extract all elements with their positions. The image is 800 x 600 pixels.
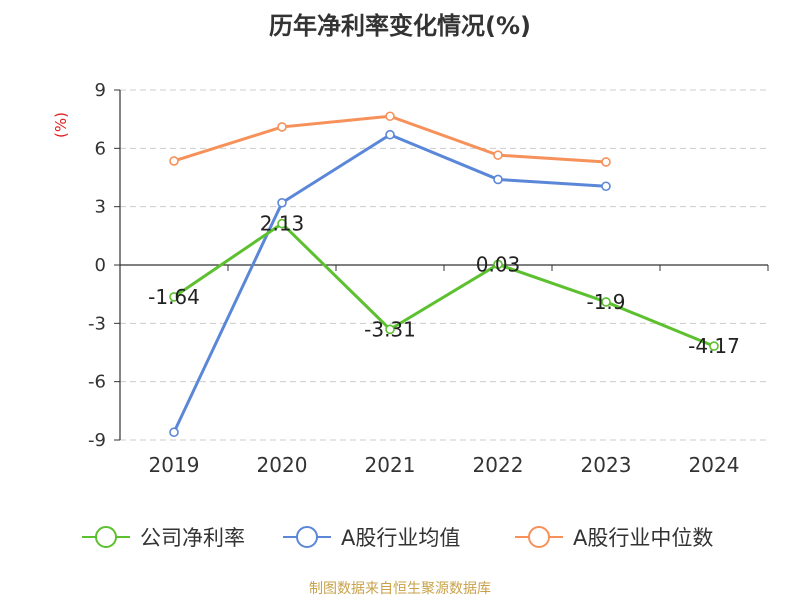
y-tick-label: 9: [95, 80, 106, 101]
legend-label: A股行业均值: [341, 526, 460, 550]
data-label: 0.03: [476, 252, 521, 276]
data-point: [601, 181, 611, 192]
data-point: [169, 156, 179, 166]
legend-marker: [296, 526, 318, 548]
y-tick-label: 6: [95, 138, 106, 159]
data-point: [277, 122, 287, 132]
data-source-note: 制图数据来自恒生聚源数据库: [309, 581, 491, 597]
data-label: -3.31: [364, 317, 416, 341]
data-point: [169, 427, 179, 438]
data-point: [493, 259, 503, 270]
data-point: [385, 129, 395, 140]
y-tick-label: -3: [88, 313, 106, 334]
y-tick-label: 3: [95, 197, 106, 218]
data-label: 2.13: [260, 212, 305, 236]
legend-marker: [528, 526, 550, 548]
x-tick-label: 2019: [149, 453, 200, 477]
data-point: [169, 292, 179, 302]
series-line-1: [172, 133, 607, 433]
y-tick-label: -9: [88, 430, 106, 451]
data-point: [493, 150, 503, 160]
x-tick-label: 2024: [689, 453, 740, 477]
data-label: -4.17: [688, 334, 740, 358]
data-point: [709, 341, 719, 351]
x-tick-label: 2021: [365, 453, 416, 477]
legend-label: A股行业中位数: [573, 526, 713, 550]
x-tick-label: 2023: [581, 453, 632, 477]
data-point: [277, 197, 287, 208]
data-label: -1.64: [148, 285, 200, 309]
y-axis-unit-label: (%): [52, 112, 70, 138]
x-tick-label: 2022: [473, 453, 524, 477]
chart-title: 历年净利率变化情况(%): [269, 12, 531, 40]
data-point: [385, 111, 395, 122]
data-label: -1.9: [586, 290, 625, 314]
data-point: [277, 218, 287, 229]
data-point: [601, 297, 611, 307]
data-point: [493, 174, 503, 185]
legend-label: 公司净利率: [140, 526, 245, 550]
y-tick-label: 0: [95, 255, 106, 276]
data-point: [385, 324, 395, 335]
x-tick-label: 2020: [257, 453, 308, 477]
data-point: [601, 157, 611, 167]
y-tick-label: -6: [88, 372, 106, 393]
series-line-0: [173, 222, 715, 348]
legend-marker: [95, 526, 117, 548]
